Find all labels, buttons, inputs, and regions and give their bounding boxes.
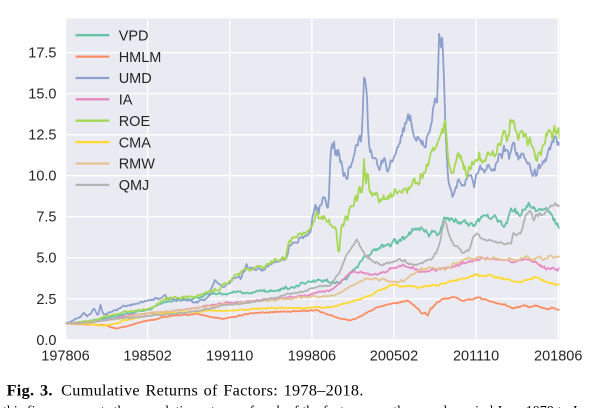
svg-text:12.5: 12.5	[28, 128, 56, 144]
svg-text:QMJ: QMJ	[119, 178, 150, 194]
svg-text:2.5: 2.5	[36, 292, 56, 308]
svg-text:this figure presents the cumul: this figure presents the cumulative retu…	[3, 403, 602, 408]
svg-text:201806: 201806	[534, 349, 582, 365]
svg-text:RMW: RMW	[119, 157, 156, 173]
svg-text:199110: 199110	[206, 349, 253, 365]
svg-text:CMA: CMA	[119, 135, 152, 151]
svg-text:17.5: 17.5	[28, 46, 56, 62]
svg-text:VPD: VPD	[119, 28, 149, 44]
svg-text:0.0: 0.0	[36, 333, 56, 349]
svg-text:200502: 200502	[370, 349, 418, 365]
svg-text:198502: 198502	[123, 349, 171, 365]
svg-text:HMLM: HMLM	[119, 50, 162, 66]
svg-text:IA: IA	[119, 93, 133, 109]
svg-text:ROE: ROE	[119, 114, 151, 130]
svg-text:UMD: UMD	[119, 71, 152, 87]
svg-text:199806: 199806	[288, 349, 336, 365]
svg-text:Fig. 3. Cumulative Returns of: Fig. 3. Cumulative Returns of Factors: 1…	[7, 382, 364, 400]
svg-text:5.0: 5.0	[36, 251, 56, 267]
svg-text:197806: 197806	[41, 349, 89, 365]
svg-text:201110: 201110	[453, 349, 499, 365]
svg-text:15.0: 15.0	[28, 87, 56, 103]
svg-text:10.0: 10.0	[28, 169, 56, 185]
svg-text:7.5: 7.5	[36, 210, 56, 226]
